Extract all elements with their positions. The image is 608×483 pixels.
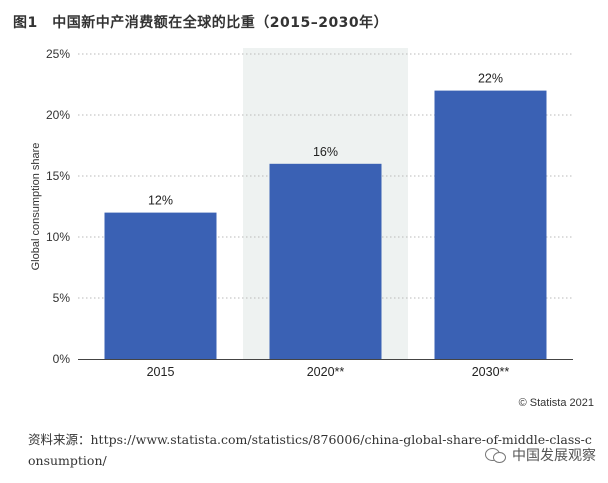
y-axis-label: Global consumption share: [30, 143, 42, 271]
y-tick-label: 0%: [53, 352, 71, 366]
bar: [104, 212, 217, 359]
source-note: 资料来源：https://www.statista.com/statistics…: [28, 432, 592, 468]
bar-value-label: 12%: [148, 194, 173, 208]
figure-title: 图1 中国新中产消费额在全球的比重（2015–2030年）: [13, 15, 389, 31]
x-tick-label: 2015: [147, 365, 175, 379]
x-tick-label: 2020**: [307, 365, 345, 379]
credit-line: © Statista 2021: [519, 397, 594, 409]
bar: [434, 90, 547, 359]
y-tick-label: 20%: [46, 108, 70, 122]
bar-value-label: 22%: [478, 72, 503, 86]
wechat-icon: [485, 447, 507, 463]
y-tick-label: 5%: [53, 291, 71, 305]
y-tick-label: 10%: [46, 230, 70, 244]
bar: [269, 163, 382, 359]
y-tick-label: 25%: [46, 47, 70, 61]
y-tick-label: 15%: [46, 169, 70, 183]
bar-chart: 0% 5% 10% 15% 20% 25% Global consumption share…: [30, 47, 573, 379]
watermark: 中国发展观察: [485, 445, 596, 465]
credit-text: Statista 2021: [529, 397, 594, 409]
bar-value-label: 16%: [313, 145, 338, 159]
copyright-icon: ©: [518, 397, 527, 409]
x-tick-label: 2030**: [472, 365, 510, 379]
watermark-text: 中国发展观察: [512, 448, 596, 464]
